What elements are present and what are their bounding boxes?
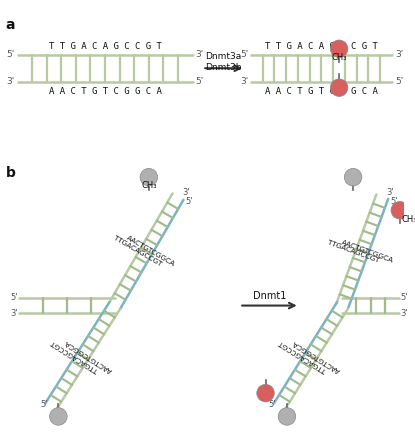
Text: A A C T G T C G G C A: A A C T G T C G G C A [265,87,378,96]
Text: 5': 5' [6,50,15,59]
Text: 5': 5' [195,78,204,86]
Text: 5': 5' [186,197,193,206]
Text: CH₃: CH₃ [141,181,156,191]
Circle shape [330,40,348,57]
Text: TTGACAGCCGT: TTGACAGCCGT [278,339,327,373]
Text: TTGACAGCCGT: TTGACAGCCGT [112,235,163,267]
Text: AACTGTCGGCA: AACTGTCGGCA [126,235,177,268]
Circle shape [330,79,348,96]
Text: 3': 3' [240,78,248,86]
Text: CH₃: CH₃ [331,53,347,62]
Text: 5': 5' [390,197,398,206]
Text: 3': 3' [6,78,15,86]
Text: 3': 3' [195,50,204,59]
Text: AACTGTCGGCA: AACTGTCGGCA [63,339,113,374]
Text: 3': 3' [51,414,59,424]
Text: 5': 5' [10,293,17,302]
Text: 3': 3' [401,309,408,318]
Text: 5': 5' [40,400,48,409]
Text: 3': 3' [182,188,190,197]
Text: CH₃: CH₃ [402,215,415,223]
Text: Dnmt1: Dnmt1 [253,291,286,301]
Text: TTGACAGCCGT: TTGACAGCCGT [50,339,100,373]
Circle shape [140,169,158,186]
Text: 5': 5' [240,50,248,59]
Circle shape [50,408,67,425]
Text: Dnmt3a: Dnmt3a [205,52,242,61]
Circle shape [344,169,362,186]
Circle shape [278,408,296,425]
Text: 5': 5' [401,293,408,302]
Text: 3': 3' [386,188,394,197]
Text: AACTGTCGGCA: AACTGTCGGCA [340,239,394,263]
Circle shape [257,385,274,402]
Text: b: b [6,166,16,180]
Text: 3': 3' [280,414,288,424]
Circle shape [391,201,408,219]
Text: T T G A C A G C C G T: T T G A C A G C C G T [265,42,378,51]
Text: 3': 3' [10,309,17,318]
Text: a: a [6,18,15,32]
Text: 5': 5' [395,78,403,86]
Text: TTGACAGCCGT: TTGACAGCCGT [327,239,380,263]
Text: A A C T G T C G G C A: A A C T G T C G G C A [49,87,161,96]
Text: T T G A C A G C C G T: T T G A C A G C C G T [49,42,161,51]
Text: AACTGTCGGCA: AACTGTCGGCA [292,339,342,373]
Text: 5': 5' [269,400,276,409]
Text: 3': 3' [395,50,403,59]
Text: Dnmt3b: Dnmt3b [205,63,242,72]
